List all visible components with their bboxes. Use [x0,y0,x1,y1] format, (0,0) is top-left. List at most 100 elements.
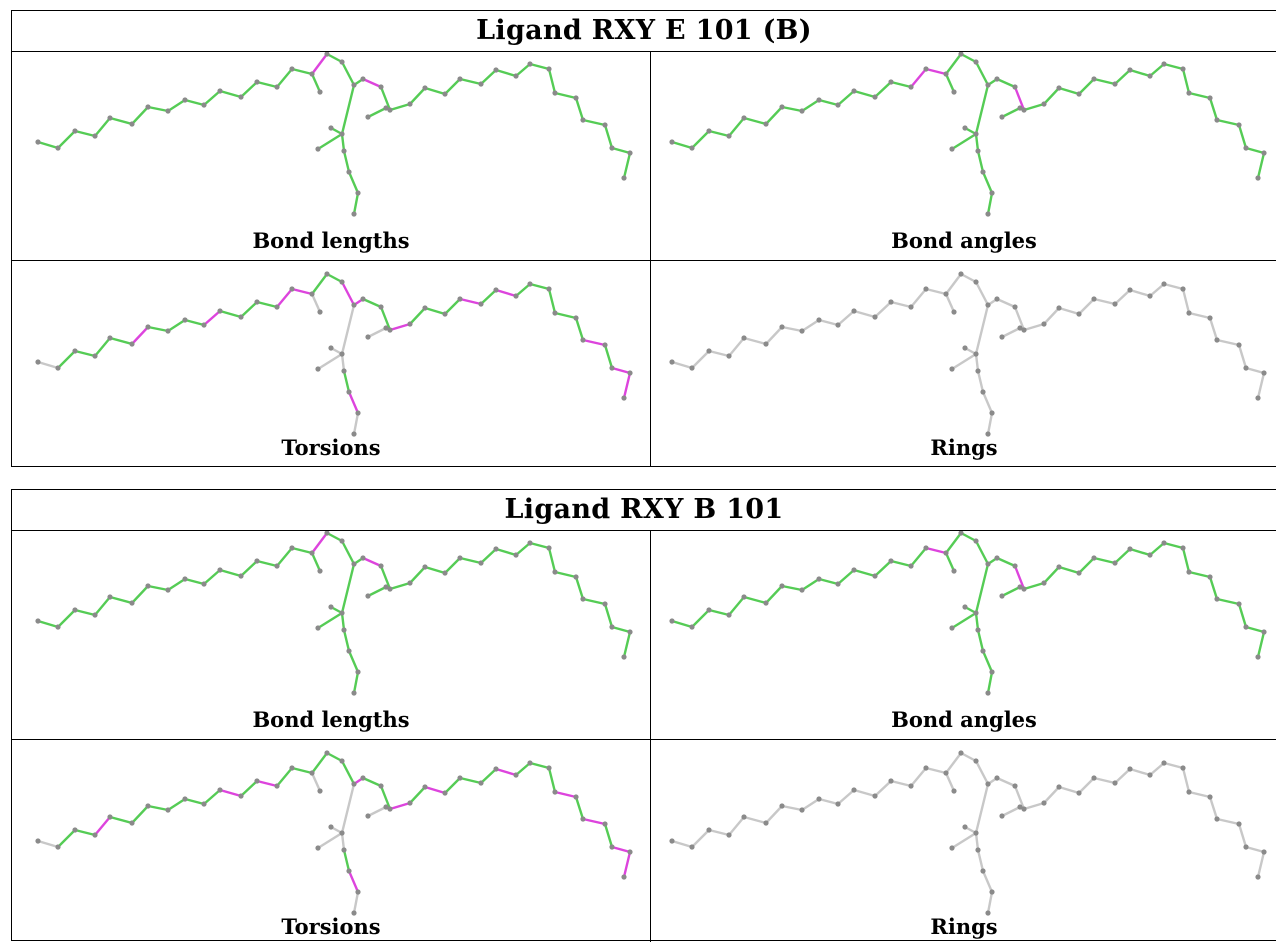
bond [1013,784,1026,811]
bond [379,305,392,332]
bond [290,766,314,775]
bond [93,116,112,138]
bond [1256,371,1266,400]
atom [1076,91,1082,97]
bond [408,785,427,805]
bond [1244,625,1266,634]
atom [958,52,964,57]
atom [973,538,979,544]
bond [1092,556,1117,565]
atom [1261,150,1267,156]
atom [182,317,188,323]
atom [1243,844,1249,850]
atom [1186,90,1192,96]
atom [201,581,207,587]
atom [55,844,61,850]
bond [73,828,97,837]
atom [407,800,413,806]
atom [908,783,914,789]
atom [182,796,188,802]
atom [527,540,533,546]
atom [360,76,366,82]
bond [603,123,614,150]
atom [580,117,586,123]
bond [1162,62,1185,71]
atom [513,73,519,79]
bond [780,804,804,812]
bond [1092,77,1117,86]
atom [1180,765,1186,771]
atom [165,328,171,334]
atom [182,576,188,582]
bond [479,288,498,306]
bond [340,60,356,87]
atom [1041,580,1047,586]
atom [289,66,295,72]
atom [1236,122,1242,128]
atom [779,803,785,809]
bond [1113,288,1132,306]
bond [514,282,532,298]
atom [1243,365,1249,371]
bond [379,784,392,811]
atom [1147,293,1153,299]
bond [670,619,694,629]
bond [1208,795,1219,821]
bond [130,105,150,126]
atom [339,131,345,137]
bond [1077,776,1096,795]
bond [514,761,532,777]
bond [514,62,532,78]
bond [574,96,585,122]
atom [165,587,171,593]
atom [442,311,448,317]
bond [316,611,344,630]
bond [1092,776,1117,785]
bond [340,759,356,786]
atom [289,545,295,551]
bond [255,300,279,309]
atom [35,838,41,844]
bond [581,597,607,606]
bond [553,790,578,799]
atom [1236,601,1242,607]
bond [290,287,314,296]
bond [340,352,346,373]
bond [93,815,112,837]
atom [621,395,627,401]
bond [36,360,60,370]
atom [182,97,188,103]
atom [129,820,135,826]
atom [351,302,357,308]
bond [310,551,322,573]
bond [986,191,994,216]
bond [1022,801,1046,811]
bond [408,306,427,326]
rings-cell: Rings [651,261,1276,466]
atom [779,583,785,589]
atom [1112,780,1118,786]
molecule-diagram [669,531,1267,696]
atom [973,59,979,65]
atom [923,286,929,292]
bond [852,788,877,798]
atom [973,351,979,357]
atom [355,410,361,416]
atom [355,190,361,196]
bond [976,628,985,653]
atom [799,807,805,813]
atom [1161,61,1167,67]
atom [994,555,1000,561]
atom [580,816,586,822]
bond [290,67,314,76]
bond [202,89,222,107]
atom [315,625,321,631]
bond [408,86,427,106]
bond [817,318,840,327]
atom [457,76,463,82]
bond [742,595,768,605]
atom [1041,101,1047,107]
atom [407,580,413,586]
bond [1022,581,1046,591]
cell-label: Rings [930,435,998,460]
